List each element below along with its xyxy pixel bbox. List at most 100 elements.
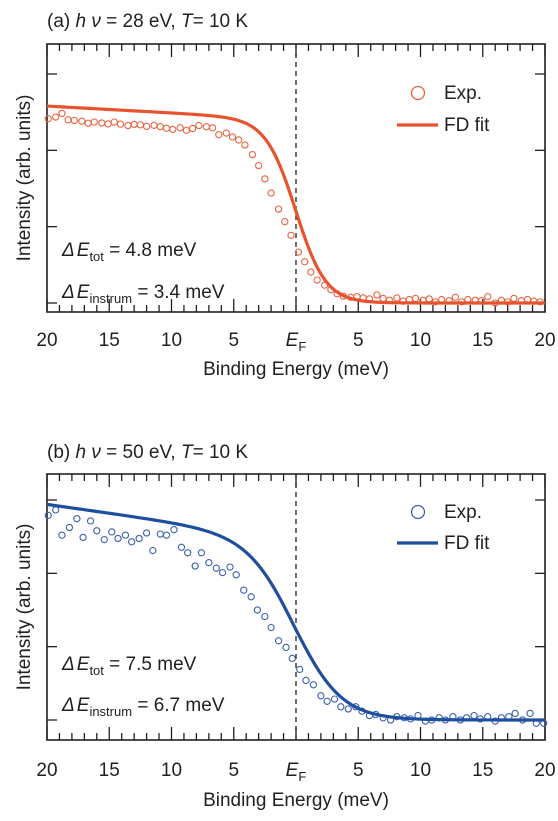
legend-marker-exp [410,504,426,520]
data-point [64,116,72,124]
data-point [212,564,220,572]
delta-symbol: Δ [61,240,75,261]
data-point [191,562,199,570]
panel-title: (b) h ν = 50 eV, T= 10 K [47,442,248,463]
data-point [484,292,492,301]
data-point [511,709,519,718]
data-point [294,248,303,256]
fermi-symbol: E [286,330,299,351]
annotation-total-resolution: Δ Etot = 7.5 meV [61,654,197,678]
x-tick-label-fermi: EF [286,760,307,784]
x-tick-label: 15 [472,760,493,781]
title-photon-energy: = 28 eV, [101,11,181,32]
data-point [282,643,290,652]
data-point [142,122,151,131]
x-tick-label: 15 [472,330,493,351]
data-point [235,136,243,144]
data-point [470,711,478,720]
data-point [182,126,191,134]
annotation-instrument-resolution: Δ Einstrum = 6.7 meV [61,695,225,719]
legend-label-exp: Exp. [444,502,482,523]
energy-symbol: E [77,240,90,261]
delta-symbol: Δ [61,654,75,675]
data-point [247,593,255,601]
data-point [296,665,304,674]
data-point [240,586,248,594]
data-point [218,568,227,577]
energy-subscript: tot [89,249,104,264]
data-point [301,258,309,266]
data-point [128,538,136,546]
panel-title: (a) h ν = 28 eV, T= 10 K [47,11,248,32]
data-point [379,294,387,303]
data-point [149,546,157,555]
x-tick-label: 20 [36,330,57,351]
data-point [287,231,295,240]
data-point [142,529,151,537]
annotation-total-resolution: Δ Etot = 4.8 meV [61,240,197,264]
data-point [44,511,52,520]
x-tick-label: 10 [161,330,182,351]
data-point [254,161,263,170]
data-point [78,117,86,125]
data-point [373,291,381,299]
data-point [90,118,98,126]
data-point [189,124,197,133]
data-point [121,531,130,539]
data-point [162,531,171,539]
data-point [281,218,289,226]
annotation-instrument-resolution: Δ Einstrum = 3.4 meV [61,282,225,306]
x-tick-label: 5 [353,330,364,351]
data-point [44,115,52,123]
data-point [228,133,237,141]
data-point [344,705,352,713]
x-tick-label: 5 [228,760,239,781]
x-tick-label: 10 [410,760,431,781]
data-point [248,150,257,159]
data-point [70,116,79,125]
data-point [208,124,217,132]
x-tick-label: 5 [228,330,239,351]
data-point [114,534,122,543]
data-point [108,528,116,536]
x-axis-title: Binding Energy (meV) [203,359,389,380]
delta-symbol: Δ [61,695,75,716]
data-point [65,523,74,532]
delta-symbol: Δ [61,282,75,303]
data-point [73,515,81,523]
data-point [323,697,331,705]
legend-label-fit: FD fit [444,533,490,554]
panel-label: (b) [47,442,76,463]
data-point [184,549,192,557]
data-point [202,123,211,131]
fermi-subscript: F [298,339,306,354]
data-point [393,294,401,302]
data-point [100,535,108,544]
data-point [58,109,66,118]
x-tick-label: 20 [534,330,555,351]
data-point [52,506,60,514]
data-point [104,120,112,128]
data-point [86,517,95,525]
energy-subscript: tot [89,663,104,678]
data-point [79,533,87,542]
data-point [58,531,66,539]
data-point [330,695,339,703]
title-temperature-symbol: T [181,11,194,32]
x-tick-label: 5 [353,760,364,781]
data-point [267,189,275,197]
data-point [52,113,60,121]
data-point [425,295,433,303]
energy-value: = 6.7 meV [132,695,225,716]
data-point [226,563,234,571]
x-tick-label: 15 [99,330,120,351]
title-hnu: h ν [76,11,102,32]
data-point [177,543,186,551]
data-point [197,549,206,557]
fermi-subscript: F [298,769,306,784]
x-tick-label: 20 [36,760,57,781]
energy-subscript: instrum [89,291,132,306]
data-point [150,121,158,129]
